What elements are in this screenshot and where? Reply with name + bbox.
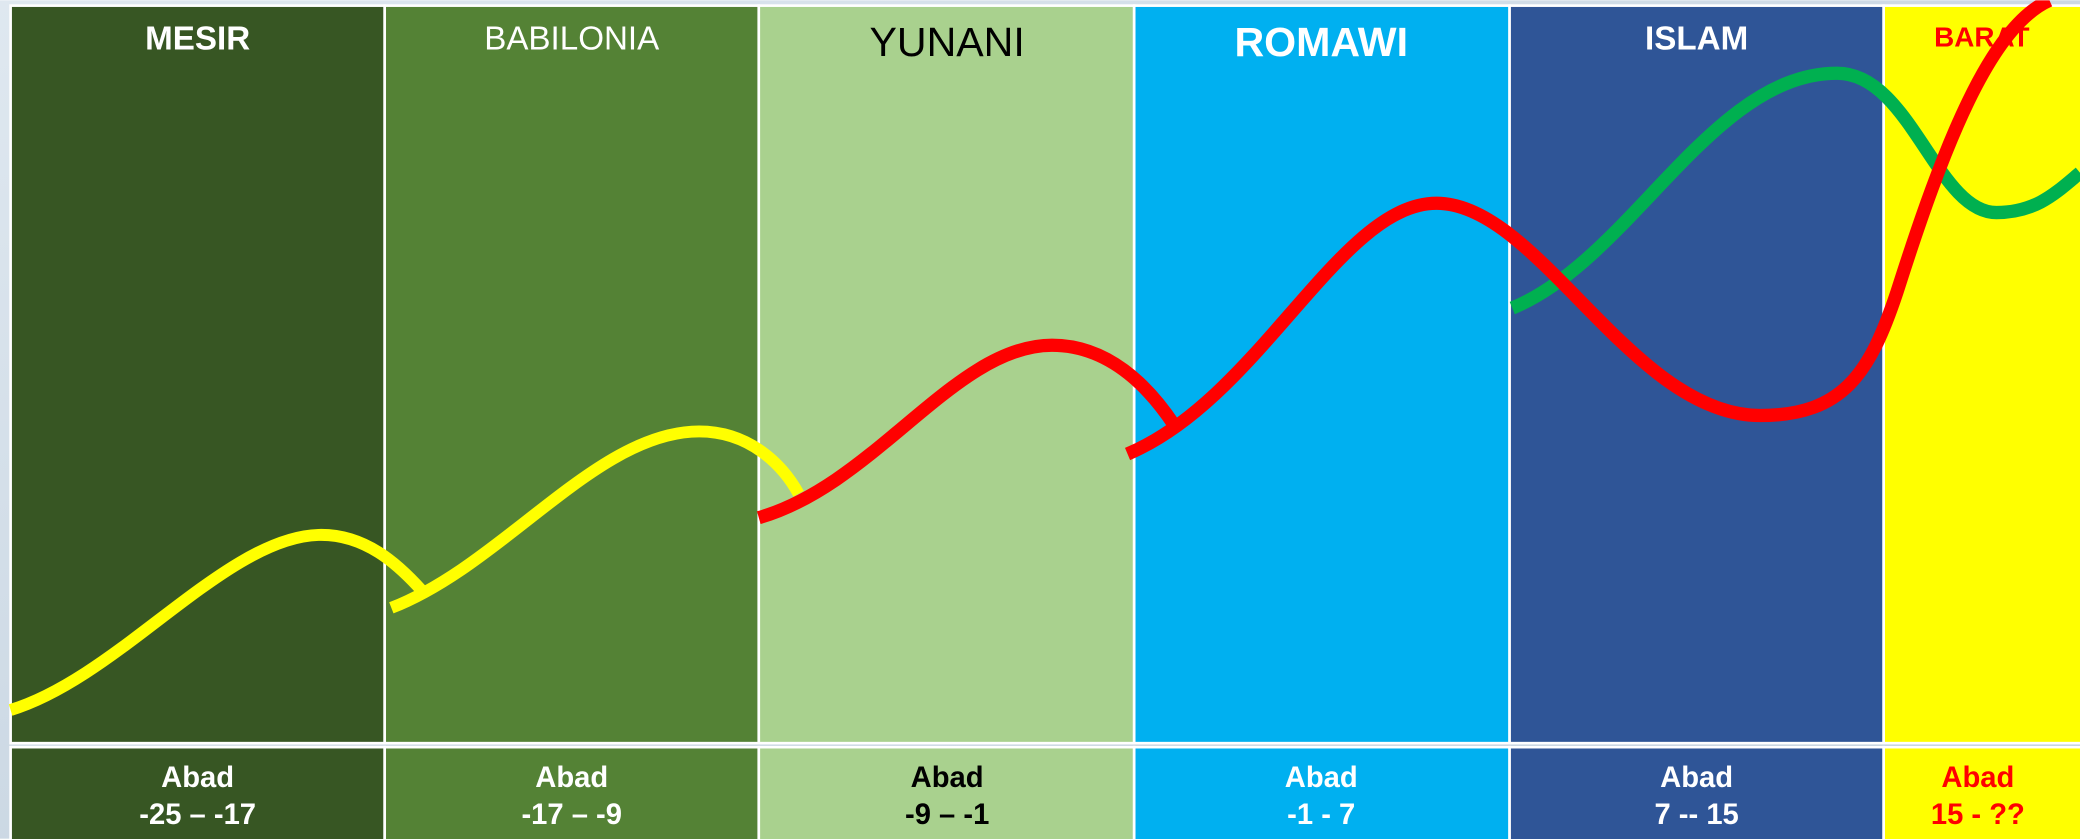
footer-period: -17 – -9 (521, 799, 622, 831)
curve-romawi-barat (1124, 0, 2053, 461)
footer-period: 15 - ?? (1931, 799, 2025, 831)
column-title: BABILONIA (484, 20, 660, 57)
curve-mesir (8, 528, 427, 716)
panel-babilonia (383, 4, 761, 745)
footer-islam (1508, 745, 1885, 839)
footer-barat (1882, 745, 2080, 839)
curve-yunani (756, 338, 1180, 525)
footer-babilonia (383, 745, 761, 839)
column-title: ISLAM (1645, 20, 1748, 57)
curve-islam (1509, 66, 2080, 315)
footer-period: 7 -- 15 (1654, 799, 1738, 831)
footer-romawi (1132, 745, 1511, 839)
panels (9, 4, 2080, 839)
panel-yunani (757, 4, 1136, 745)
footer-label: Abad (1941, 762, 2014, 794)
column-title: ROMAWI (1234, 19, 1408, 65)
panel-barat (1882, 4, 2080, 745)
column-title: MESIR (145, 20, 250, 57)
footer-label: Abad (535, 762, 608, 794)
panel-islam (1508, 4, 1885, 745)
footer-period: -1 - 7 (1287, 799, 1355, 831)
footer-label: Abad (911, 762, 984, 794)
footer-label: Abad (1285, 762, 1358, 794)
footer-label: Abad (161, 762, 234, 794)
footer-labels: Abad -25 – -17 Abad -17 – -9 Abad -9 – -… (139, 762, 2025, 831)
footer-label: Abad (1660, 762, 1733, 794)
curves (8, 0, 2080, 716)
panel-romawi (1132, 4, 1511, 745)
footer-mesir (9, 745, 387, 839)
curve-babilonia (389, 425, 804, 614)
footer-period: -25 – -17 (139, 799, 256, 831)
footer-yunani (757, 745, 1136, 839)
column-title: YUNANI (869, 19, 1024, 65)
panel-mesir (9, 4, 387, 745)
footer-period: -9 – -1 (905, 799, 989, 831)
